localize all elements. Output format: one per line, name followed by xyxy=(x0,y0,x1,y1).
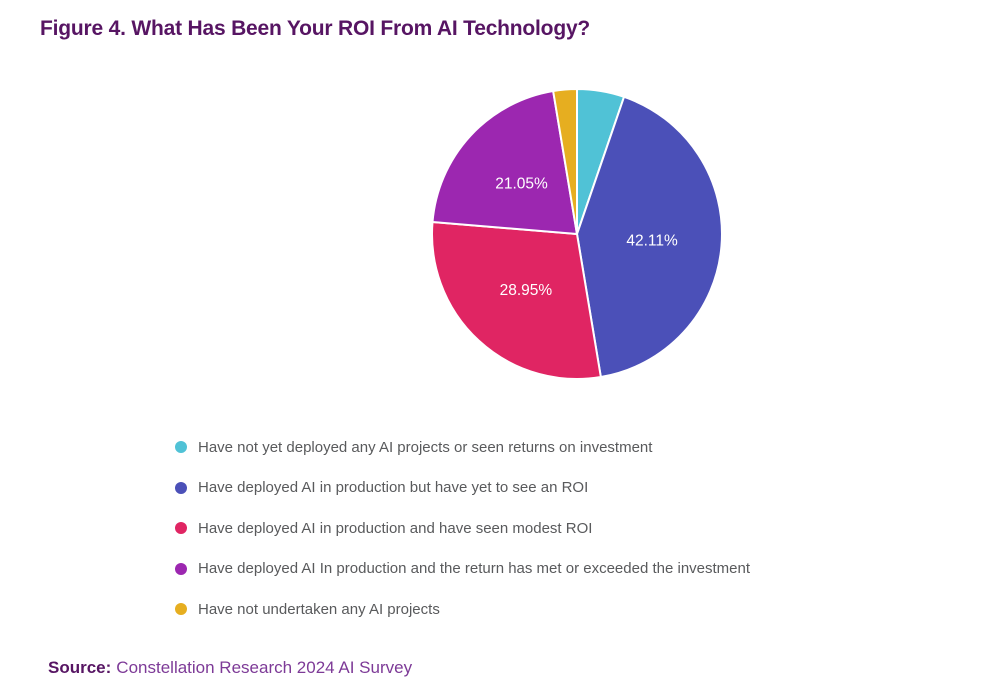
legend-item-label: Have deployed AI in production but have … xyxy=(198,479,589,496)
legend-item-label: Have not undertaken any AI projects xyxy=(198,600,440,618)
legend-item: Have not undertaken any AI projects xyxy=(175,598,750,620)
legend-item: Have deployed AI in production but have … xyxy=(175,477,750,499)
pie-slice xyxy=(576,95,723,379)
pie-slice xyxy=(431,220,602,380)
slice-label: 21.05% xyxy=(495,175,548,192)
source-text: Constellation Research 2024 AI Survey xyxy=(116,658,413,677)
legend-dot-icon xyxy=(175,481,187,494)
legend-dot-icon xyxy=(175,522,187,534)
legend-item: Have deployed AI In production and the r… xyxy=(175,558,750,580)
source-line: Source: Constellation Research 2024 AI Su… xyxy=(48,658,412,678)
slice-label: 28.95% xyxy=(500,282,553,299)
legend-dot-icon xyxy=(175,603,187,615)
legend-dot-icon xyxy=(175,441,187,453)
page-title: Figure 4. What Has Been Your ROI From AI… xyxy=(40,17,591,40)
legend-item-label: Have deployed AI In production and the r… xyxy=(198,560,751,577)
pie-slice xyxy=(552,88,578,235)
legend-item-label: Have deployed AI in production and have … xyxy=(198,519,593,537)
pie-chart: 42.11% 28.95% 21.05% xyxy=(431,88,723,380)
source-label: Source: xyxy=(48,658,112,677)
slice-label: 42.11% xyxy=(626,233,678,250)
legend-item: Have deployed AI in production and have … xyxy=(175,517,750,539)
legend: Have not yet deployed any AI projects or… xyxy=(175,436,750,639)
pie-slice xyxy=(431,89,578,235)
legend-item: Have not yet deployed any AI projects or… xyxy=(175,436,750,458)
legend-item-label: Have not yet deployed any AI projects or… xyxy=(198,438,653,456)
legend-dot-icon xyxy=(175,562,187,575)
